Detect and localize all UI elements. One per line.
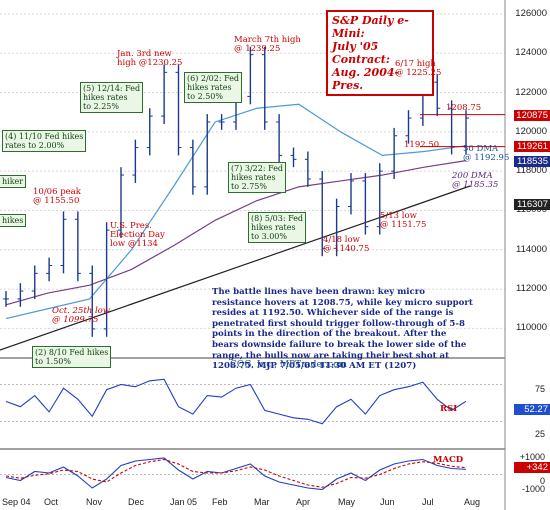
x-tick-label: Feb xyxy=(212,497,228,507)
x-tick-label: Sep 04 xyxy=(2,497,31,507)
price-tick-label: 118000 xyxy=(516,165,547,177)
trendline xyxy=(0,185,471,351)
x-tick-label: Oct xyxy=(44,497,59,507)
chart-title: S&P Daily e- Mini: July '05 Contract: Au… xyxy=(326,10,434,96)
fed-box-3-22: (7) 3/22: Fed hikes rates to 2.75% xyxy=(228,162,287,193)
macd-label: MACD xyxy=(433,455,464,465)
price-bars xyxy=(3,46,469,337)
fed-box-11-10: (4) 11/10 Fed hikes rates to 2.00% xyxy=(2,130,87,152)
annotation-oct-6-peak: 10/06 peak @ 1155.50 xyxy=(33,187,81,206)
fed-box-partial-1: hiker xyxy=(0,175,27,188)
x-tick-label: Dec xyxy=(128,497,145,507)
price-tick-label: 126000 xyxy=(515,7,547,19)
price-tick-label: 122000 xyxy=(515,86,547,98)
macd-tick-plus1000: +1000 xyxy=(519,452,545,462)
fed-box-partial-2: hikes xyxy=(0,214,27,227)
macd-last-badge: +342 xyxy=(514,462,550,473)
price-badge: 116307 xyxy=(514,199,550,211)
price-badge: 119261 xyxy=(514,141,550,153)
macd-panel xyxy=(0,457,505,491)
macd-line xyxy=(5,457,467,491)
annotation-jan-3-high: Jan. 3rd new high @1230.25 xyxy=(117,49,183,68)
rsi-tick-25: 25 xyxy=(534,429,545,439)
ma200-line xyxy=(5,160,467,306)
annotation-200-dma: 200 DMA @ 1185.35 xyxy=(452,171,499,190)
x-tick-label: May xyxy=(338,497,356,507)
x-tick-label: Apr xyxy=(296,497,311,507)
x-tick-label: Jul xyxy=(422,497,434,507)
ma200-polyline xyxy=(5,160,467,306)
annotation-oct-25-low: Oct. 25th low @ 1099.75 xyxy=(52,306,111,325)
macd-signal-line xyxy=(5,458,467,488)
price-tick-label: 112000 xyxy=(516,283,547,295)
fed-box-2-02: (6) 2/02: Fed hikes rates to 2.50% xyxy=(184,72,243,103)
macd-tick-0: 0 xyxy=(539,476,545,486)
rsi-line xyxy=(5,378,467,425)
price-tick-label: 120000 xyxy=(515,125,547,137)
rsi-label: RSI xyxy=(440,404,458,414)
rsi-tick-75: 75 xyxy=(534,384,545,394)
x-tick-label: Jun xyxy=(380,497,395,507)
x-tick-label: Aug xyxy=(464,497,481,507)
annotation-may-13-low: 5/13 low @ 1151.75 xyxy=(380,211,427,230)
price-tick-label: 110000 xyxy=(516,322,547,334)
annotation-arrows xyxy=(420,114,505,148)
annotation-resistance: 1208.75 xyxy=(446,103,482,113)
x-tick-label: Nov xyxy=(86,497,103,507)
annotation-election-low: U.S. Pres. Election Day low @1134 xyxy=(110,221,165,249)
commentary-text: The battle lines have been drawn: key mi… xyxy=(212,287,473,372)
annotation-apr-18-low: 4/18 low @ 1140.75 xyxy=(323,235,370,254)
price-tick-label: 114000 xyxy=(516,243,547,255)
annotation-support: 1192.50 xyxy=(404,140,440,150)
macd-tick-minus1000: -1000 xyxy=(521,484,545,494)
x-tick-label: Mar xyxy=(254,497,270,507)
price-badge: 120875 xyxy=(514,109,550,121)
rsi-panel xyxy=(0,378,505,425)
fed-box-8-10: (2) 8/10 Fed hikes to 1.50% xyxy=(32,346,112,368)
x-tick-label: Jan 05 xyxy=(170,497,198,507)
annotation-march-7-high: March 7th high @ 1239.25 xyxy=(234,35,301,54)
watermark: CQG, Inc., MPTrader.com xyxy=(230,360,348,370)
fed-box-12-14: (5) 12/14: Fed hikes rates to 2.25% xyxy=(80,82,144,113)
price-tick-label: 124000 xyxy=(515,47,547,59)
fed-box-5-03: (8) 5/03: Fed hikes rates to 3.00% xyxy=(248,212,307,243)
annotation-50-dma: 50 DMA @ 1192.95 xyxy=(463,144,510,163)
support-trendline xyxy=(0,185,471,351)
price-badge: 118535 xyxy=(514,155,550,167)
rsi-last-badge: 52.27 xyxy=(514,404,550,415)
annotation-jun-17-high: 6/17 high @ 1225.25 xyxy=(395,59,442,78)
